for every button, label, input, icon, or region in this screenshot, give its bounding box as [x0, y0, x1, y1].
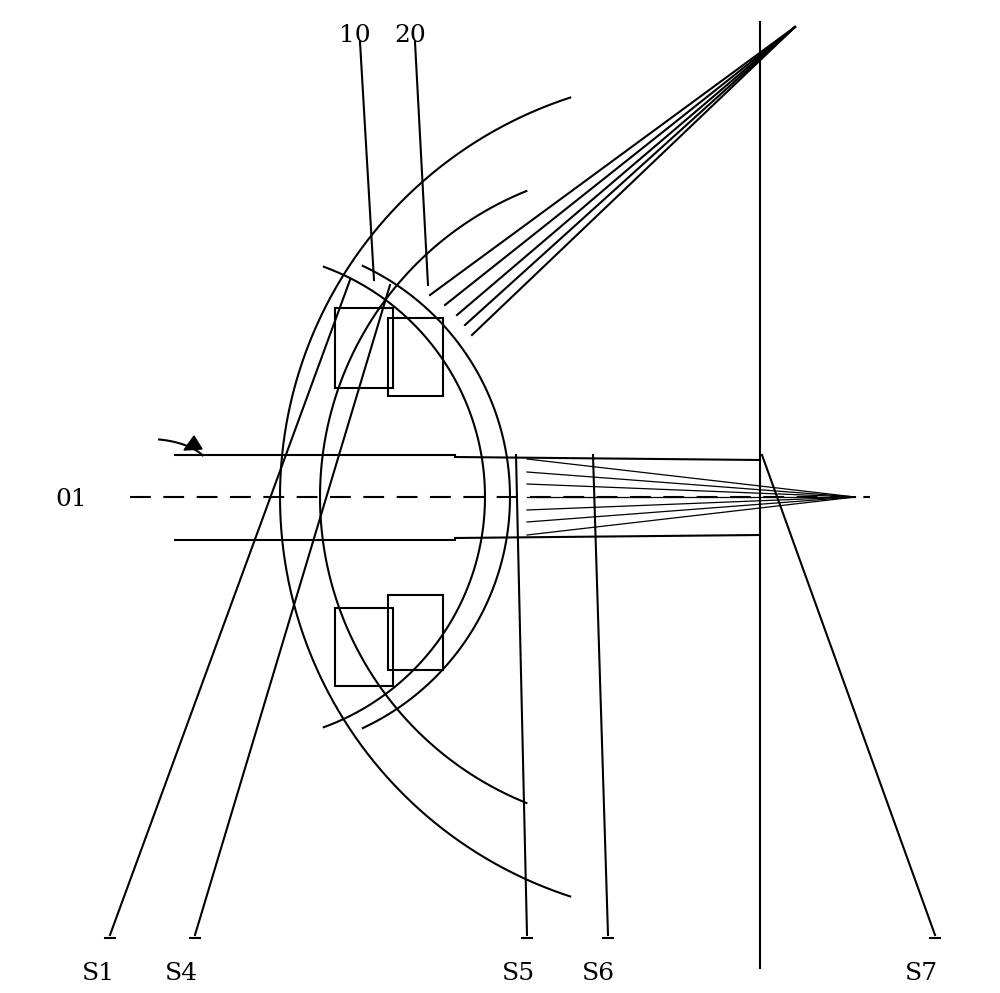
Bar	[388, 595, 443, 670]
Text: 10: 10	[339, 24, 371, 47]
Text: S4: S4	[165, 962, 198, 985]
Text: S6: S6	[582, 962, 615, 985]
Text: 20: 20	[394, 24, 426, 47]
Text: S1: S1	[82, 962, 115, 985]
Text: S5: S5	[502, 962, 535, 985]
Bar	[388, 318, 443, 396]
Polygon shape	[184, 436, 202, 450]
Text: 01: 01	[55, 489, 87, 511]
Bar	[335, 308, 393, 388]
Text: S7: S7	[905, 962, 938, 985]
Bar	[335, 608, 393, 686]
